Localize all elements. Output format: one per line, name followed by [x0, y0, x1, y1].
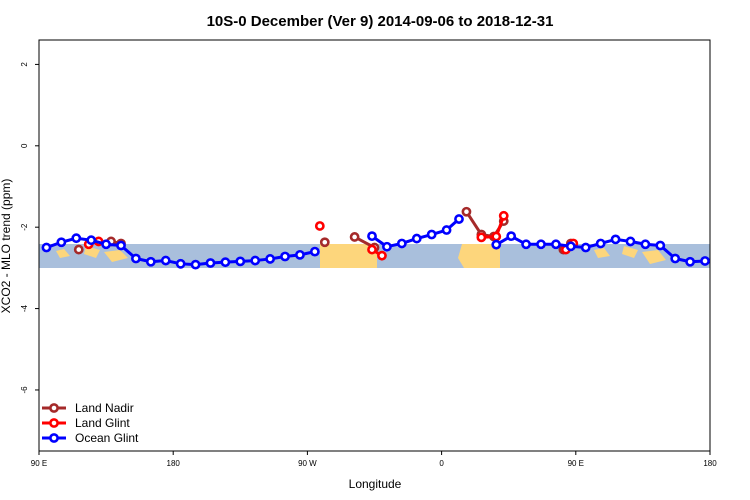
land-islands-east-1 [594, 248, 610, 258]
data-point-ocean-glint [295, 249, 305, 260]
data-point-ocean-glint [551, 239, 561, 250]
x-tick-label: 90 W [298, 459, 317, 468]
data-point-ocean-glint [640, 239, 651, 250]
data-point-ocean-glint [175, 258, 186, 269]
data-point-ocean-glint [411, 233, 422, 244]
data-point-land-nadir [319, 237, 330, 248]
data-point-ocean-glint [86, 235, 97, 246]
data-point-land-nadir [461, 206, 472, 217]
data-point-ocean-glint [265, 254, 276, 264]
data-point-ocean-glint [220, 257, 231, 268]
data-point-ocean-glint [521, 239, 531, 250]
legend-label: Land Nadir [75, 401, 134, 415]
land-islands-west-3 [104, 250, 128, 262]
data-point-ocean-glint [205, 258, 216, 268]
data-point-ocean-glint [367, 231, 377, 242]
legend-item-land-glint: Land Glint [42, 416, 130, 430]
data-point-ocean-glint [441, 225, 452, 235]
chart-title: 10S-0 December (Ver 9) 2014-09-06 to 201… [207, 13, 554, 30]
data-point-ocean-glint [250, 255, 261, 266]
x-axis: 90 E 180 90 W 0 90 E 180 [31, 451, 717, 468]
data-point-ocean-glint [71, 233, 82, 244]
series-ocean-glint [41, 214, 710, 270]
y-tick-label: 0 [20, 143, 29, 148]
y-axis: 2 0 -2 -4 -6 [20, 62, 39, 394]
data-point-land-nadir [73, 244, 84, 255]
data-point-ocean-glint [700, 256, 710, 266]
data-point-land-glint [367, 244, 377, 255]
data-point-land-glint [377, 250, 387, 261]
data-point-land-glint [476, 232, 487, 243]
data-point-ocean-glint [426, 229, 437, 240]
data-point-ocean-glint [625, 236, 636, 247]
x-tick-label: 180 [703, 459, 717, 468]
y-tick-label: -2 [20, 223, 29, 231]
data-point-ocean-glint [491, 239, 502, 250]
data-point-ocean-glint [101, 239, 111, 250]
data-point-land-glint [498, 210, 509, 221]
y-axis-label: XCO2 - MLO trend (ppm) [0, 179, 13, 314]
data-point-ocean-glint [536, 239, 546, 250]
land-islands-west-1 [56, 249, 70, 258]
legend-item-ocean-glint: Ocean Glint [42, 431, 139, 445]
data-point-ocean-glint [145, 256, 156, 267]
x-tick-label: 180 [167, 459, 181, 468]
legend-label: Land Glint [75, 416, 130, 430]
x-tick-label: 90 E [568, 459, 584, 468]
plot-frame [38, 39, 711, 452]
data-point-ocean-glint [454, 214, 464, 224]
data-point-land-glint [491, 231, 502, 242]
legend-item-land-nadir: Land Nadir [42, 401, 134, 415]
data-point-ocean-glint [595, 238, 606, 249]
data-point-ocean-glint [280, 251, 290, 262]
data-point-ocean-glint [190, 259, 201, 270]
legend-label: Ocean Glint [75, 431, 139, 445]
data-point-ocean-glint [56, 237, 67, 248]
land-africa [458, 244, 500, 268]
y-tick-label: 2 [20, 62, 29, 67]
y-tick-label: -6 [20, 386, 29, 394]
data-point-ocean-glint [396, 238, 407, 249]
data-point-ocean-glint [610, 234, 621, 245]
data-point-ocean-glint [160, 255, 171, 266]
x-tick-label: 0 [439, 459, 444, 468]
data-point-ocean-glint [116, 240, 126, 251]
data-point-ocean-glint [565, 241, 576, 252]
data-point-ocean-glint [685, 256, 696, 267]
data-point-ocean-glint [670, 253, 681, 264]
legend-swatch-marker [49, 433, 59, 443]
data-point-ocean-glint [131, 253, 141, 264]
land-islands-east-2 [622, 246, 638, 258]
data-point-land-glint [314, 221, 325, 231]
data-point-ocean-glint [580, 242, 591, 253]
x-tick-label: 90 E [31, 459, 47, 468]
series-layer [41, 206, 710, 270]
data-point-ocean-glint [506, 231, 517, 242]
legend-swatch-marker [49, 418, 59, 428]
legend-swatch-marker [49, 403, 59, 413]
data-point-ocean-glint [309, 246, 320, 257]
data-point-ocean-glint [382, 241, 392, 252]
x-axis-label: Longitude [349, 477, 402, 491]
land-islands-east-3 [642, 250, 666, 264]
data-point-ocean-glint [235, 256, 246, 267]
data-point-land-nadir [349, 232, 360, 242]
data-point-ocean-glint [41, 242, 52, 253]
y-tick-label: -4 [20, 304, 29, 312]
data-point-ocean-glint [655, 240, 666, 251]
